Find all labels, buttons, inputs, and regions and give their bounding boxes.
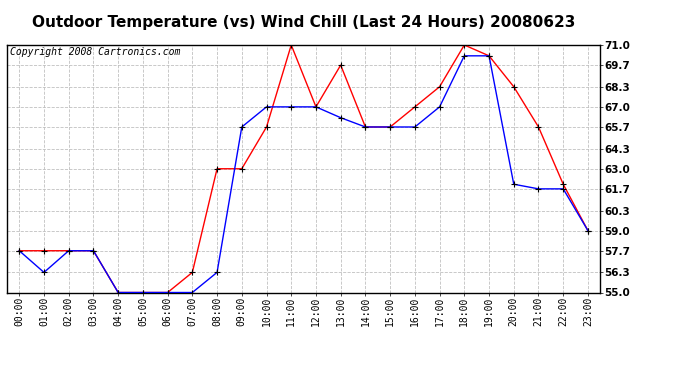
Text: Copyright 2008 Cartronics.com: Copyright 2008 Cartronics.com (10, 48, 180, 57)
Text: Outdoor Temperature (vs) Wind Chill (Last 24 Hours) 20080623: Outdoor Temperature (vs) Wind Chill (Las… (32, 15, 575, 30)
